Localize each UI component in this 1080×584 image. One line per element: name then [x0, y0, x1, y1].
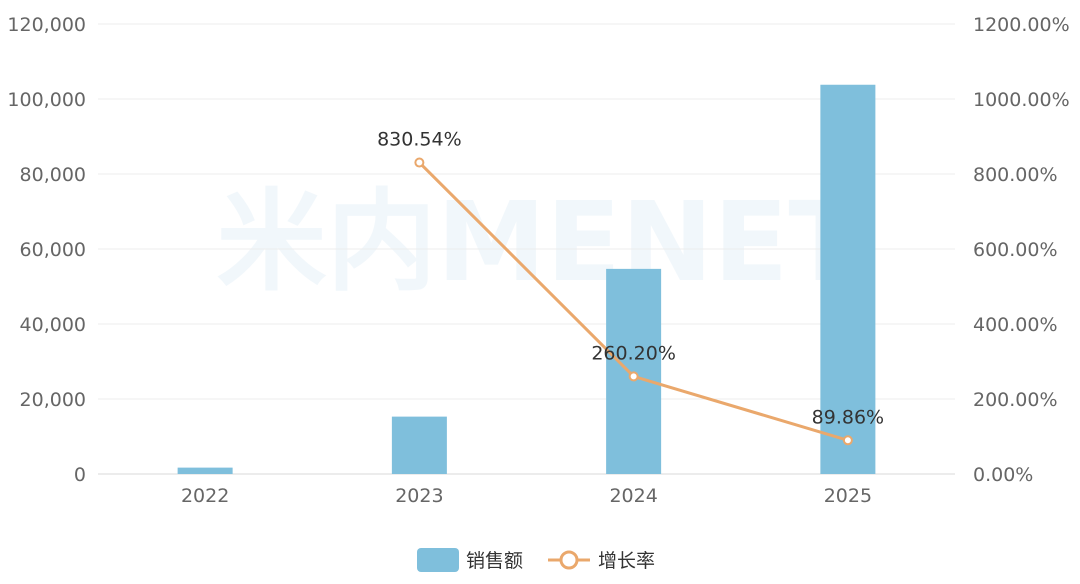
line-point-2024 [628, 371, 639, 382]
bar-2023 [391, 416, 447, 474]
point-label-2025: 89.86% [812, 406, 884, 428]
right-tick-label: 800.00% [973, 164, 1058, 186]
legend: 销售额 增长率 [417, 548, 655, 572]
right-tick-label: 1000.00% [973, 89, 1070, 111]
point-label-2023: 830.54% [377, 129, 462, 151]
x-tick-label: 2025 [824, 485, 872, 507]
bar-2022 [177, 467, 233, 474]
legend-swatch-bar [417, 548, 459, 572]
left-tick-label: 100,000 [7, 89, 86, 111]
left-tick-label: 80,000 [20, 164, 86, 186]
line-series [414, 157, 853, 446]
right-tick-label: 0.00% [973, 464, 1033, 486]
left-tick-label: 60,000 [20, 239, 86, 261]
right-tick-label: 600.00% [973, 239, 1058, 261]
left-tick-label: 20,000 [20, 389, 86, 411]
watermark-logo: 米内MENET [217, 178, 864, 306]
grid-layer [98, 23, 955, 475]
bar-2025 [820, 84, 876, 474]
point-labels: 830.54% 260.20% 89.86% [377, 129, 884, 429]
right-tick-label: 200.00% [973, 389, 1058, 411]
left-tick-label: 0 [74, 464, 86, 486]
line-point-2025 [842, 435, 853, 446]
left-tick-label: 40,000 [20, 314, 86, 336]
bar-series [177, 84, 876, 474]
right-tick-label: 400.00% [973, 314, 1058, 336]
right-axis: 0.00% 200.00% 400.00% 600.00% 800.00% 1000.00… [973, 14, 1070, 486]
line-point-2023 [414, 157, 425, 168]
x-tick-label: 2024 [609, 485, 657, 507]
point-label-2024: 260.20% [591, 342, 676, 364]
watermark-layer: 米内MENET [217, 178, 864, 306]
legend-label-sales: 销售额 [466, 550, 523, 572]
x-tick-label: 2023 [395, 485, 443, 507]
legend-label-growth: 增长率 [598, 550, 655, 572]
x-axis: 2022 2023 2024 2025 [181, 485, 872, 507]
left-tick-label: 120,000 [7, 14, 86, 36]
x-tick-label: 2022 [181, 485, 229, 507]
right-tick-label: 1200.00% [973, 14, 1070, 36]
legend-swatch-marker [559, 550, 579, 570]
left-axis: 0 20,000 40,000 60,000 80,000 100,000 120,000 [7, 14, 86, 486]
